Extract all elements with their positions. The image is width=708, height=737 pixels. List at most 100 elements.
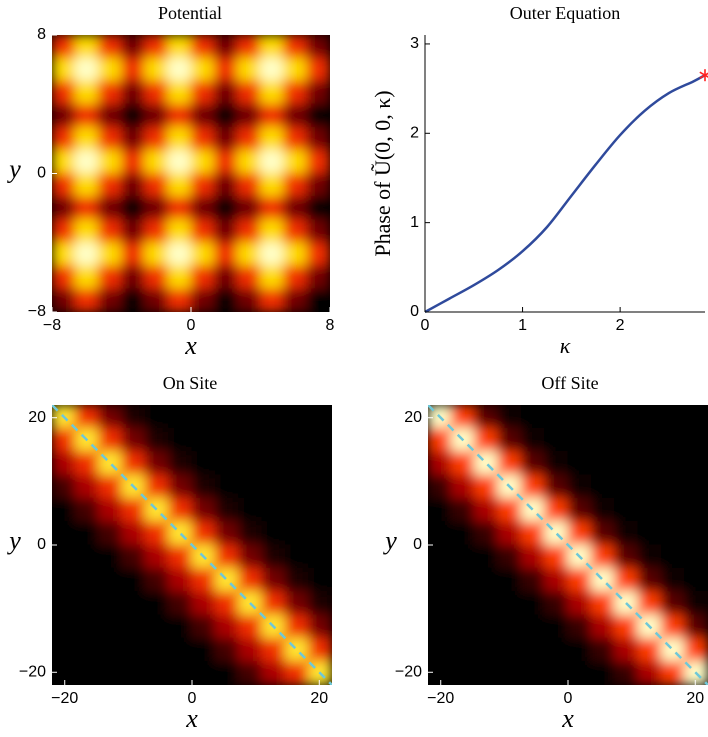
panel: Potential −8 0 8 −8 0 8 x y [6, 3, 334, 360]
heatmap-cell [98, 661, 123, 685]
y-tick-label: 0 [410, 303, 419, 320]
heatmap-cell [144, 427, 170, 453]
heatmap-cell [283, 35, 308, 59]
heatmap-cell [567, 661, 592, 685]
y-axis-label: Phase of Ũ(0, 0, κ) [370, 90, 395, 256]
heatmap-cell [614, 637, 639, 663]
heatmap-cell [306, 288, 330, 312]
heatmap-cell [450, 661, 476, 685]
heatmap-cell [428, 521, 452, 546]
heatmap-cell [450, 567, 476, 593]
heatmap-cell [474, 637, 499, 663]
heatmap-cell [52, 614, 76, 639]
heatmap-cell [236, 196, 261, 221]
heatmap-cell [428, 661, 452, 685]
heatmap-cell [167, 265, 192, 290]
heatmap-cell [191, 591, 216, 616]
heatmap-cell [497, 544, 522, 569]
heatmap-cell [637, 497, 662, 523]
heatmap-cell [144, 265, 169, 290]
heatmap-cell [660, 405, 686, 429]
heatmap-cell [684, 497, 708, 523]
heatmap-cell [308, 451, 332, 476]
heatmap-cell [260, 265, 285, 290]
heatmap-cell [214, 427, 240, 453]
heatmap-cell [684, 474, 708, 499]
y-tick-label: 20 [28, 409, 46, 426]
x-tick-label: 20 [310, 690, 328, 707]
heatmap-cell [544, 474, 569, 499]
heatmap-cell [590, 474, 616, 499]
heatmap-cell [261, 567, 286, 593]
heatmap-cell [121, 567, 146, 593]
heatmap-cell [168, 544, 193, 569]
heatmap-cell [236, 126, 261, 151]
heatmap-cell [167, 103, 192, 128]
marker-stroke [699, 72, 708, 79]
heatmap-cell [590, 544, 616, 569]
heatmap-cell [284, 521, 310, 546]
heatmap-cell [236, 242, 261, 267]
heatmap-cell [121, 288, 146, 312]
heatmap-cell [98, 427, 123, 453]
heatmap-cell [52, 591, 76, 616]
heatmap-cell [520, 637, 546, 663]
heatmap-cell [74, 149, 99, 174]
heatmap-cell [74, 196, 99, 221]
x-axis-label: κ [560, 333, 571, 358]
heatmap-cell [306, 149, 330, 174]
heatmap-cell [213, 265, 238, 290]
heatmap-cell [261, 405, 286, 429]
heatmap-cell [637, 661, 662, 685]
heatmap-cell [121, 591, 146, 616]
heatmap-cell [284, 451, 310, 476]
heatmap-cell [261, 591, 286, 616]
heatmap-cell [214, 497, 240, 523]
heatmap [52, 35, 330, 312]
heatmap-cell [428, 544, 452, 569]
heatmap-cell [121, 637, 146, 663]
heatmap-cell [474, 544, 499, 569]
heatmap-cell [520, 544, 546, 569]
heatmap-cell [52, 242, 76, 267]
heatmap-cell [474, 427, 499, 453]
heatmap-cell [98, 637, 123, 663]
heatmap-cell [214, 451, 240, 476]
heatmap-cell [260, 242, 285, 267]
heatmap-cell [308, 614, 332, 639]
heatmap-cell [144, 219, 169, 244]
heatmap-cell [52, 173, 76, 198]
heatmap-cell [283, 103, 308, 128]
heatmap-cell [74, 242, 99, 267]
heatmap-cell [167, 149, 192, 174]
x-tick-label: −20 [427, 690, 454, 707]
heatmap-cell [121, 173, 146, 198]
heatmap-cell [98, 497, 123, 523]
heatmap-cell [236, 288, 261, 312]
heatmap-cell [614, 567, 639, 593]
heatmap-cell [97, 173, 122, 198]
heatmap-cell [660, 427, 686, 453]
heatmap-cell [497, 427, 522, 453]
diagonal-line [52, 405, 332, 685]
heatmap-cell [684, 591, 708, 616]
heatmap-cell [168, 405, 193, 429]
heatmap-cell [590, 451, 616, 476]
y-tick-label: 1 [410, 214, 419, 231]
heatmap-cell [660, 474, 686, 499]
y-tick-label: 3 [410, 35, 419, 52]
y-tick-label: 0 [37, 536, 46, 553]
heatmap-cell [214, 614, 240, 639]
heatmap-cell [261, 521, 286, 546]
heatmap-cell [236, 103, 261, 128]
y-tick-label: −20 [395, 663, 422, 680]
heatmap-cell [450, 497, 476, 523]
heatmap-cell [213, 242, 238, 267]
heatmap-cell [567, 567, 592, 593]
heatmap-cell [660, 591, 686, 616]
heatmap-cell [428, 591, 452, 616]
heatmap-cell [144, 149, 169, 174]
x-tick-label: −8 [43, 317, 61, 334]
y-tick-label: 20 [404, 409, 422, 426]
heatmap-cell [191, 474, 216, 499]
